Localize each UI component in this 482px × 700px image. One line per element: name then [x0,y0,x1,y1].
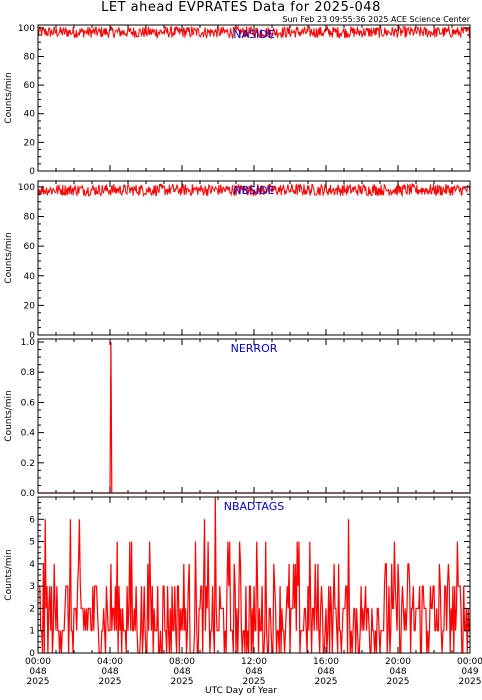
x-tick-label: 2025 [27,677,50,687]
panel-label: NASIDE [233,28,274,41]
y-axis-label: Counts/min [4,390,14,441]
y-tick-label: 0 [29,331,35,341]
panel-frame [37,338,471,494]
panel-nbside: 0 20 40 60 80 100 NBSIDE Counts/min [4,180,471,341]
x-tick-label: 048 [317,667,334,677]
x-tick-label: 16:00 [313,657,339,667]
x-tick-label: 2025 [459,677,482,687]
x-tick-label: 2025 [243,677,266,687]
chart-title: LET ahead EVPRATES Data for 2025-048 [101,0,381,15]
y-tick-label: 0.0 [21,489,36,499]
y-tick-label: 80 [24,52,36,62]
y-tick-label: 40 [24,272,36,282]
y-tick-label: 4 [29,560,35,570]
y-tick-label: 3 [29,582,35,592]
panel-frame [37,180,471,336]
x-tick-label: 00:00 [457,657,482,667]
y-axis-label: Counts/min [4,232,14,283]
panel-nerror: 0.0 0.2 0.4 0.6 0.8 1.0 NERROR Counts/min [4,338,471,499]
x-tick-label: 048 [389,667,406,677]
x-tick-label: 048 [173,667,190,677]
series-line-nerror [38,341,470,494]
x-tick-label: 2025 [99,677,122,687]
y-tick-label: 0.6 [21,398,36,408]
y-axis-label: Counts/min [4,72,14,123]
x-tick-label: 048 [245,667,262,677]
y-tick-label: 1.0 [21,338,36,348]
y-tick-label: 20 [24,138,36,148]
y-tick-label: 40 [24,110,36,120]
y-tick-label: 2 [29,604,35,614]
x-tick-label: 2025 [387,677,410,687]
y-tick-label: 80 [24,213,36,223]
y-tick-label: 20 [24,301,36,311]
panel-label: NBADTAGS [224,500,284,513]
y-tick-label: 0.4 [21,429,36,439]
y-tick-label: 0 [29,649,35,659]
panel-nbadtags: 0 1 2 3 4 5 6 NBADTAGS Counts/min [4,496,471,659]
y-tick-label: 0 [29,167,35,177]
x-tick-label: 04:00 [97,657,123,667]
y-tick-label: 1 [29,627,35,637]
panel-naside: 0 20 40 60 80 100 NASIDE Counts/min [4,24,471,177]
y-axis-label: Counts/min [4,549,14,600]
y-tick-label: 0.2 [21,459,35,469]
panel-label: NERROR [231,342,278,355]
series-line-nbadtags [38,496,470,654]
y-tick-label: 60 [24,242,36,252]
y-tick-label: 5 [29,538,35,548]
x-tick-label: 2025 [315,677,338,687]
panel-frame [37,24,471,172]
x-tick-label: 049 [461,667,478,677]
x-tick-label: 20:00 [385,657,411,667]
x-axis-title: UTC Day of Year [205,686,277,696]
y-tick-label: 100 [18,183,35,193]
y-tick-label: 0.8 [21,368,36,378]
x-tick-label: 2025 [171,677,194,687]
timestamp: Sun Feb 23 09:55:36 2025 ACE Science Cen… [282,15,470,24]
y-tick-label: 60 [24,81,36,91]
x-tick-label: 00:00 [25,657,51,667]
x-tick-label: 048 [29,667,46,677]
x-tick-label: 048 [101,667,118,677]
y-tick-label: 100 [18,24,35,34]
panel-label: NBSIDE [233,184,274,197]
x-tick-label: 12:00 [241,657,267,667]
x-tick-label: 08:00 [169,657,195,667]
y-tick-label: 6 [29,515,35,525]
